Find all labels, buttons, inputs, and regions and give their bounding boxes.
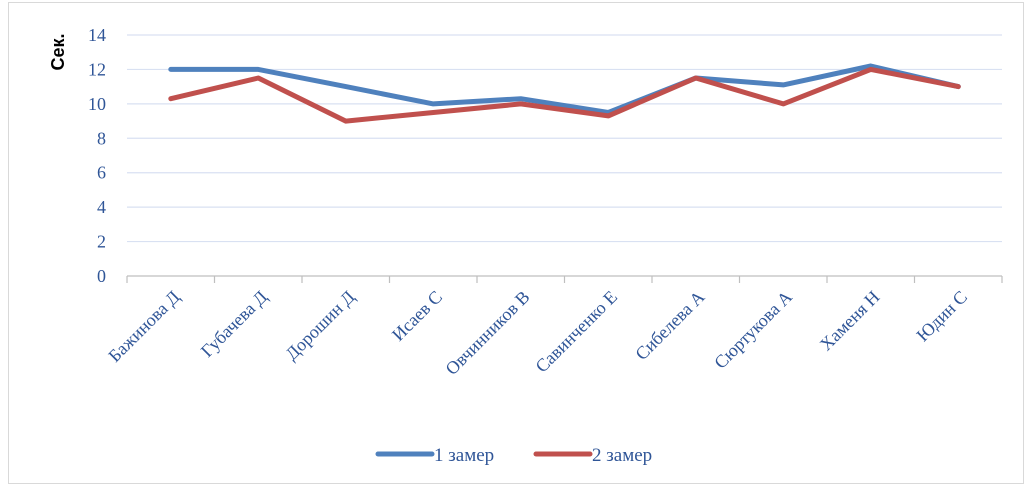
x-tick-label: Бажинова Д <box>104 287 183 366</box>
y-tick-label: 4 <box>97 197 106 217</box>
y-tick-label: 2 <box>97 232 106 252</box>
y-tick-label: 10 <box>88 94 106 114</box>
legend-label-1: 1 замер <box>434 445 494 466</box>
legend-label-2: 2 замер <box>592 445 652 466</box>
x-tick-label: Овчинников В <box>441 287 533 379</box>
x-tick-label: Хаменя Н <box>816 287 884 355</box>
x-tick-label: Савинченко Е <box>531 287 621 377</box>
x-axis <box>126 275 1003 283</box>
chart-frame <box>8 2 1024 484</box>
x-tick-label: Губачева Д <box>197 287 271 361</box>
y-tick-label: 12 <box>88 59 106 79</box>
series-lines <box>168 63 961 124</box>
y-tick-label: 6 <box>97 163 106 183</box>
y-tick-label: 0 <box>97 266 106 286</box>
x-tick-label: Сибелева А <box>631 287 708 364</box>
x-tick-label: Сюртукова А <box>710 287 796 373</box>
series-line-1 <box>168 63 961 115</box>
x-tick-label: Дорошин Д <box>281 287 358 364</box>
x-tick-labels: Бажинова Д Губачева Д Дорошин Д Исаев СОвчи… <box>104 287 971 379</box>
y-axis-label: Сек. <box>48 33 68 70</box>
x-tick-label: Исаев С <box>388 287 446 345</box>
y-tick-label: 14 <box>88 25 106 45</box>
series-line-2 <box>168 66 961 124</box>
legend: 1 замер 2 замер <box>375 445 652 466</box>
x-tick-label: Юдин С <box>912 287 971 346</box>
y-tick-labels: 0 2 4 6 8 10 12 14 <box>88 25 106 286</box>
y-tick-label: 8 <box>97 128 106 148</box>
